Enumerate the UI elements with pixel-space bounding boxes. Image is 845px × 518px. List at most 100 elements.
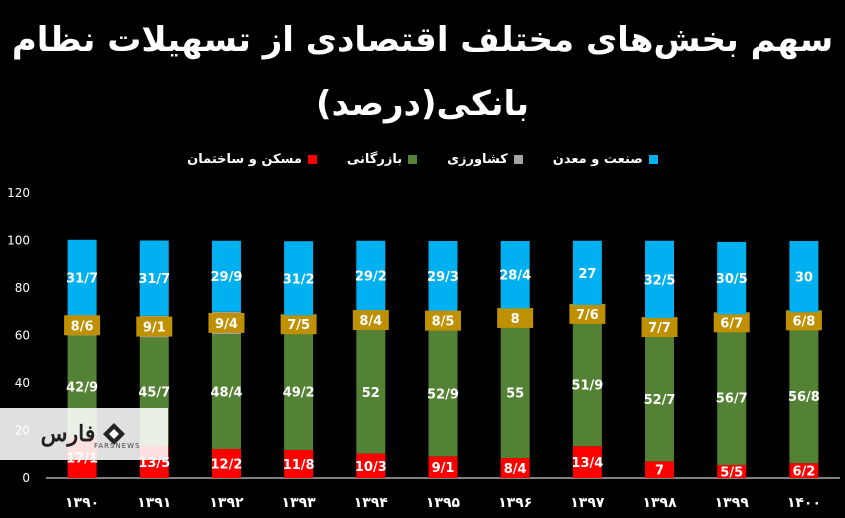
chart-legend: صنعت و معدن کشاورزی بازرگانی مسکن و ساخت… xyxy=(0,152,845,167)
bar-segment xyxy=(717,241,747,315)
data-label: 31/7 xyxy=(66,271,98,286)
data-label: 27 xyxy=(578,267,596,282)
x-tick-label: ۱۳۹۴ xyxy=(354,495,389,511)
x-tick-label: ۱۳۹۰ xyxy=(65,495,99,511)
data-label: 6/2 xyxy=(792,465,815,480)
y-tick-label: 80 xyxy=(15,281,30,295)
legend-label-industry: صنعت و معدن xyxy=(552,152,643,167)
legend-label-commerce: بازرگانی xyxy=(346,152,403,167)
legend-item-industry: صنعت و معدن xyxy=(553,152,658,167)
y-tick-label: 60 xyxy=(15,329,30,343)
bar-segment xyxy=(284,241,314,316)
bar-segment xyxy=(67,239,97,316)
bar-segment xyxy=(139,240,169,316)
data-label-box xyxy=(208,312,245,333)
chart-title-line1: سهم بخش‌های مختلف اقتصادی از تسهیلات نظا… xyxy=(11,20,834,60)
data-label: 8/5 xyxy=(432,315,455,330)
data-label: 56/7 xyxy=(716,392,748,407)
data-label: 8/4 xyxy=(359,314,382,329)
y-tick-label: 100 xyxy=(7,234,30,248)
bar-segment xyxy=(284,449,314,478)
bar-segment xyxy=(572,240,602,305)
x-tick-label: ۱۳۹۲ xyxy=(209,495,244,511)
data-label-box xyxy=(713,312,750,333)
data-label-box xyxy=(497,307,534,328)
data-label: 42/9 xyxy=(66,380,98,395)
bar-segment xyxy=(211,449,241,478)
logo-subtext: FARSNEWS xyxy=(94,442,141,450)
legend-label-housing: مسکن و ساختمان xyxy=(187,152,302,167)
x-tick-label: ۱۳۹۵ xyxy=(426,495,461,511)
legend-swatch-commerce xyxy=(408,155,418,164)
data-label: 51/9 xyxy=(571,379,603,394)
bar-segment xyxy=(789,463,819,478)
data-label: 6/8 xyxy=(792,314,815,329)
bar-segment xyxy=(500,458,530,478)
bar-segment xyxy=(717,330,747,465)
legend-swatch-housing xyxy=(307,155,317,164)
bar-segment xyxy=(717,464,747,478)
data-label: 31/2 xyxy=(283,272,315,287)
legend-swatch-agriculture xyxy=(513,155,523,164)
data-label: 5/5 xyxy=(720,465,743,480)
bar-segment xyxy=(645,240,675,318)
x-tick-label: ۱۳۹۱ xyxy=(137,495,171,511)
data-label: 30/5 xyxy=(716,272,748,287)
data-label: 6/7 xyxy=(720,316,743,331)
data-label-box xyxy=(280,314,317,335)
bar-segment xyxy=(428,330,458,457)
bar-segment xyxy=(500,240,530,309)
y-tick-label: 0 xyxy=(22,471,30,485)
bar-segment xyxy=(211,240,241,312)
x-tick-label: ۱۳۹۹ xyxy=(715,495,750,511)
data-label: 31/7 xyxy=(138,272,170,287)
data-label-box xyxy=(785,310,822,331)
bar-segment xyxy=(428,456,458,478)
data-label-box xyxy=(569,303,606,324)
legend-swatch-industry xyxy=(648,155,658,164)
data-label: 55 xyxy=(506,387,524,402)
x-tick-label: ۱۳۹۸ xyxy=(642,495,677,511)
data-label: 48/4 xyxy=(211,386,243,401)
data-label: 29/9 xyxy=(211,270,243,285)
bar-segment xyxy=(500,327,530,459)
data-label: 45/7 xyxy=(138,386,170,401)
legend-label-agriculture: کشاورزی xyxy=(447,152,508,167)
data-label: 8/6 xyxy=(71,319,94,334)
data-label: 11/8 xyxy=(283,458,315,473)
data-label: 29/2 xyxy=(355,269,387,284)
data-label-box xyxy=(641,317,678,338)
y-tick-label: 120 xyxy=(7,186,30,200)
legend-item-housing: مسکن و ساختمان xyxy=(187,152,317,167)
data-label: 9/1 xyxy=(432,461,455,476)
data-label: 7/5 xyxy=(287,318,310,333)
bar-segment xyxy=(645,336,675,462)
x-tick-label: ۱۳۹۳ xyxy=(282,495,317,511)
data-label: 52/7 xyxy=(644,393,676,408)
data-label-box xyxy=(425,310,461,331)
x-tick-label: ۱۴۰۰ xyxy=(787,495,821,511)
bar-segment xyxy=(789,240,819,313)
bar-segment xyxy=(356,330,386,454)
data-label: 49/2 xyxy=(283,386,315,401)
data-label: 56/8 xyxy=(788,390,820,405)
data-label: 7/6 xyxy=(576,308,599,323)
data-label: 52/9 xyxy=(427,388,459,403)
logo-mark-icon xyxy=(103,423,126,445)
bar-segment xyxy=(572,446,602,478)
farsnews-logo: فارس FARSNEWS xyxy=(0,408,168,460)
data-label: 13/4 xyxy=(571,456,603,471)
legend-item-agriculture: کشاورزی xyxy=(447,152,523,167)
bar-segment xyxy=(428,240,458,311)
data-label-box xyxy=(136,316,173,337)
data-label: 7/7 xyxy=(648,321,671,336)
data-label: 52 xyxy=(362,386,380,401)
data-label: 7 xyxy=(655,464,664,479)
bar-segment xyxy=(356,453,386,478)
data-label: 12/2 xyxy=(211,458,243,473)
data-label: 8/4 xyxy=(504,462,527,477)
data-label: 28/4 xyxy=(499,269,531,284)
data-label: 9/4 xyxy=(215,317,238,332)
legend-item-commerce: بازرگانی xyxy=(346,152,418,167)
